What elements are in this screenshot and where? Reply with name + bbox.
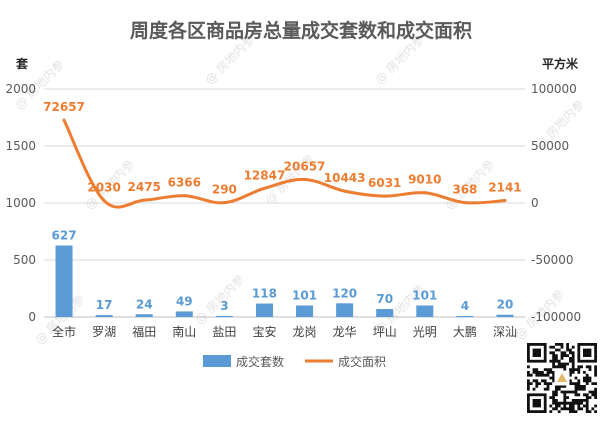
line-point (102, 199, 106, 203)
line-value-label: 9010 (408, 173, 441, 187)
category-label: 龙岗 (293, 325, 317, 339)
line-value-label: 290 (212, 183, 237, 197)
qr-code (527, 343, 597, 413)
line-series (62, 118, 507, 209)
line-point (303, 177, 307, 181)
category-label: 盐田 (212, 325, 236, 339)
line-point (383, 194, 387, 198)
right-axis-tick-label: -100000 (531, 310, 581, 324)
bar-value-label: 3 (220, 299, 228, 313)
axis-ticks: 0 500 1000 1500 2000 -100000 -50000 0 50000 10000… (5, 82, 581, 324)
bar-value-label: 17 (96, 298, 113, 312)
line-point (463, 201, 467, 205)
right-axis-tick-label: 100000 (531, 82, 577, 96)
qr-finder-core (532, 399, 541, 408)
line-value-label: 2475 (128, 180, 161, 194)
qr-modules (527, 343, 597, 413)
bar-value-label: 24 (136, 297, 153, 311)
legend: 成交套数 成交面积 (203, 354, 386, 369)
bar (255, 303, 273, 317)
right-axis-unit: 平方米 (542, 56, 579, 71)
line-point (262, 186, 266, 190)
left-axis-tick-label: 1000 (5, 196, 36, 210)
line-value-label: 6031 (368, 176, 401, 190)
legend-label-line: 成交面积 (338, 354, 386, 369)
line-point (423, 191, 427, 195)
category-labels: 全市 罗湖 福田 南山 盐田 宝安 龙岗 龙华 坪山 光明 大鹏 深汕 (52, 324, 517, 339)
bar-value-label: 627 (52, 229, 77, 243)
line-point (182, 194, 186, 198)
left-axis-tick-label: 0 (28, 310, 36, 324)
line-value-label: 368 (452, 183, 477, 197)
bar-value-label: 49 (176, 294, 193, 308)
line-point (222, 201, 226, 205)
legend-swatch-bar (203, 355, 231, 367)
legend-label-bar: 成交套数 (236, 354, 284, 369)
chart-title: 周度各区商品房总量成交套数和成交面积 (130, 19, 472, 42)
category-label: 光明 (413, 325, 437, 339)
bar (296, 305, 314, 317)
category-label: 福田 (132, 324, 156, 339)
bar-value-label: 101 (292, 288, 317, 302)
line-value-label: 20657 (284, 159, 326, 173)
bar-series (55, 245, 514, 317)
category-label: 罗湖 (92, 324, 116, 339)
category-label: 坪山 (373, 325, 397, 339)
category-label: 全市 (52, 324, 76, 339)
bar (376, 309, 394, 317)
line-value-label: 2030 (87, 181, 120, 195)
line-value-label: 6366 (168, 176, 201, 190)
qr-finder-core (583, 348, 592, 357)
category-label: 大鹏 (453, 325, 477, 339)
left-axis-tick-label: 1500 (5, 139, 36, 153)
bar (95, 315, 113, 317)
bar (456, 316, 474, 317)
bar (336, 303, 354, 317)
data-labels: 627 17 24 49 3 118 101 120 70 101 4 20 72657 2030 2475… (43, 100, 521, 313)
bar-value-label: 4 (461, 299, 469, 313)
category-label: 南山 (172, 324, 196, 339)
bar (55, 245, 73, 317)
qr-finder-core (532, 348, 541, 357)
bar-value-label: 70 (376, 292, 393, 306)
left-axis-tick-label: 2000 (5, 82, 36, 96)
line-value-label: 10443 (324, 171, 366, 185)
bar (416, 305, 434, 317)
right-axis-tick-label: 0 (531, 196, 539, 210)
line-point (142, 198, 146, 202)
bar-value-label: 101 (412, 288, 437, 302)
category-label: 龙华 (333, 325, 357, 339)
line-value-label: 12847 (244, 168, 286, 182)
line-point (503, 199, 507, 203)
line-value-label: 72657 (43, 100, 85, 114)
right-axis-tick-label: -50000 (531, 253, 574, 267)
qr-logo-mark (557, 373, 567, 382)
bar (175, 311, 193, 317)
left-axis-unit: 套 (15, 56, 29, 71)
area-line (62, 118, 507, 209)
bar-value-label: 20 (497, 298, 514, 312)
left-axis-tick-label: 500 (13, 253, 36, 267)
category-label: 宝安 (252, 324, 276, 339)
bar (135, 314, 153, 317)
line-value-label: 2141 (488, 181, 521, 195)
gridlines (44, 88, 525, 318)
category-label: 深汕 (493, 325, 517, 339)
bar (215, 316, 233, 317)
line-point (343, 189, 347, 193)
bar-value-label: 118 (252, 287, 277, 301)
bar-value-label: 120 (332, 286, 357, 300)
bar (496, 314, 514, 317)
right-axis-tick-label: 50000 (531, 139, 569, 153)
line-point (62, 118, 66, 122)
